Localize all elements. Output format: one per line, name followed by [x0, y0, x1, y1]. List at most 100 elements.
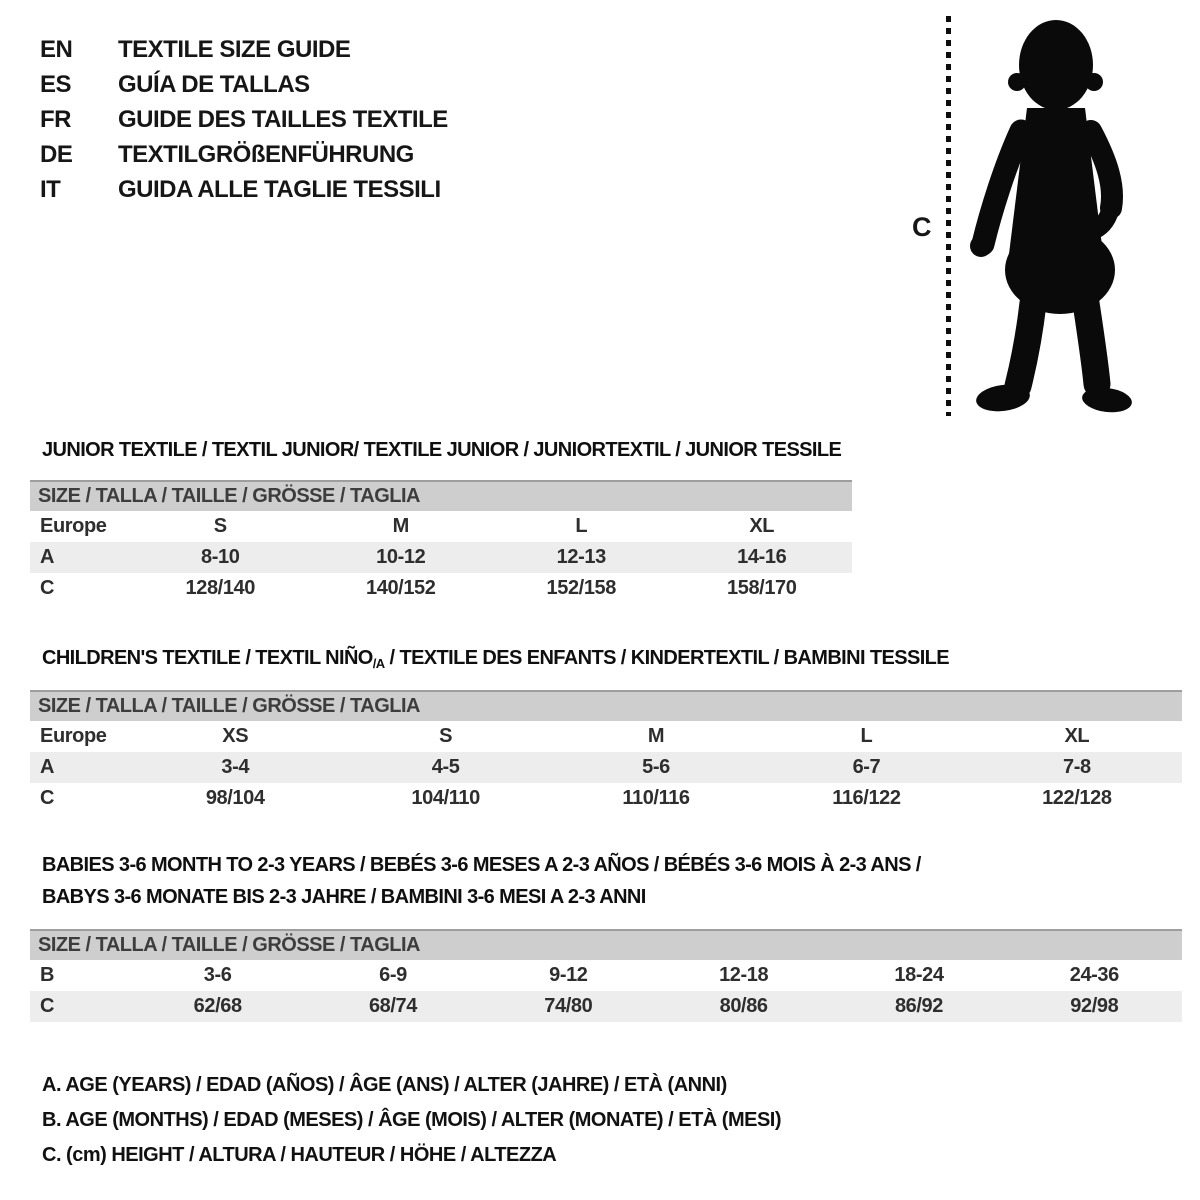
size-cell: 12-18 — [719, 964, 769, 986]
size-cell: 10-12 — [376, 546, 426, 568]
table-row-c: C 98/104 104/110 110/116 116/122 122/128 — [30, 783, 1182, 814]
language-title: TEXTILGRÖßENFÜHRUNG — [118, 140, 414, 168]
babies-section-title: BABIES 3-6 MONTH TO 2-3 YEARS / BEBÉS 3-… — [42, 849, 921, 913]
size-cell: 3-4 — [221, 756, 250, 778]
size-cell: 92/98 — [1070, 995, 1119, 1017]
size-cell: S — [439, 725, 453, 747]
language-code: DE — [40, 140, 73, 168]
section-title-line: CHILDREN'S TEXTILE / TEXTIL NIÑO/A / TEX… — [42, 642, 950, 680]
language-code: ES — [40, 70, 72, 98]
size-cell: 14-16 — [737, 546, 787, 568]
size-cell: 68/74 — [368, 995, 418, 1017]
size-cell: M — [647, 725, 665, 747]
language-title: TEXTILE SIZE GUIDE — [118, 35, 351, 63]
table-row-a: A 3-4 4-5 5-6 6-7 7-8 — [30, 752, 1182, 783]
language-title: GUÍA DE TALLAS — [118, 70, 310, 98]
size-cell: 5-6 — [642, 756, 670, 778]
language-title-list: EN TEXTILE SIZE GUIDE ES GUÍA DE TALLAS … — [40, 32, 448, 207]
row-label: C — [40, 577, 55, 599]
babies-size-table: SIZE / TALLA / TAILLE / GRÖSSE / TAGLIA B… — [30, 929, 1182, 1022]
size-cell: 3-6 — [203, 964, 232, 986]
row-label: C — [40, 995, 55, 1017]
size-cell: 140/152 — [366, 577, 436, 599]
language-code: EN — [40, 35, 73, 63]
section-title-line: BABYS 3-6 MONATE BIS 2-3 JAHRE / BAMBINI… — [42, 881, 921, 913]
size-cell: 8-10 — [201, 546, 240, 568]
legend-line-b: B. AGE (MONTHS) / EDAD (MESES) / ÂGE (MO… — [42, 1109, 782, 1131]
language-row: FR GUIDE DES TAILLES TEXTILE — [40, 102, 448, 137]
language-row: EN TEXTILE SIZE GUIDE — [40, 32, 448, 67]
size-cell: L — [860, 725, 873, 747]
junior-section-title: JUNIOR TEXTILE / TEXTIL JUNIOR/ TEXTILE … — [42, 434, 842, 466]
title-text: CHILDREN'S TEXTILE / TEXTIL NIÑO — [42, 647, 373, 669]
children-section-title: CHILDREN'S TEXTILE / TEXTIL NIÑO/A / TEX… — [42, 642, 950, 680]
size-header-bar: SIZE / TALLA / TAILLE / GRÖSSE / TAGLIA — [30, 690, 1182, 721]
language-title: GUIDE DES TAILLES TEXTILE — [118, 105, 448, 133]
row-label: B — [40, 964, 55, 986]
language-code: FR — [40, 105, 72, 133]
row-label: C — [40, 787, 55, 809]
size-cell: 122/128 — [1042, 787, 1112, 809]
language-row: DE TEXTILGRÖßENFÜHRUNG — [40, 137, 448, 172]
size-cell: 12-13 — [556, 546, 607, 568]
row-label: A — [40, 546, 55, 568]
size-header-label: SIZE / TALLA / TAILLE / GRÖSSE / TAGLIA — [38, 695, 420, 717]
title-text: / TEXTILE DES ENFANTS / KINDERTEXTIL / B… — [384, 647, 950, 669]
size-header-label: SIZE / TALLA / TAILLE / GRÖSSE / TAGLIA — [38, 485, 420, 507]
size-cell: 9-12 — [549, 964, 588, 986]
size-cell: 158/170 — [727, 577, 797, 599]
size-cell: 98/104 — [205, 787, 265, 809]
junior-size-table: SIZE / TALLA / TAILLE / GRÖSSE / TAGLIA E… — [30, 480, 852, 604]
title-text: BABIES 3-6 MONTH TO 2-3 YEARS / BEBÉS 3-… — [42, 854, 921, 876]
row-label: A — [40, 756, 55, 778]
size-cell: 6-7 — [852, 756, 881, 778]
size-cell: 104/110 — [411, 787, 480, 809]
language-row: IT GUIDA ALLE TAGLIE TESSILI — [40, 172, 448, 207]
size-cell: 74/80 — [544, 995, 593, 1017]
size-cell: 24-36 — [1069, 964, 1120, 986]
size-cell: L — [575, 515, 588, 537]
table-row-c: C 128/140 140/152 152/158 158/170 — [30, 573, 852, 604]
size-cell: 62/68 — [193, 995, 242, 1017]
size-cell: XL — [1064, 725, 1090, 747]
table-row-a: A 8-10 10-12 12-13 14-16 — [30, 542, 852, 573]
section-title-line: BABIES 3-6 MONTH TO 2-3 YEARS / BEBÉS 3-… — [42, 849, 921, 881]
size-cell: M — [392, 515, 410, 537]
size-cell: 4-5 — [431, 756, 460, 778]
language-row: ES GUÍA DE TALLAS — [40, 67, 448, 102]
height-measure-label: C — [912, 212, 932, 242]
size-cell: 18-24 — [894, 964, 944, 986]
language-title: GUIDA ALLE TAGLIE TESSILI — [118, 175, 441, 203]
size-cell: S — [213, 515, 227, 537]
size-cell: 6-9 — [379, 964, 407, 986]
size-cell: 80/86 — [719, 995, 768, 1017]
size-header-label: SIZE / TALLA / TAILLE / GRÖSSE / TAGLIA — [38, 934, 420, 956]
size-cell: XS — [222, 725, 249, 747]
toddler-silhouette-icon — [970, 20, 1132, 413]
size-cell: 116/122 — [832, 787, 901, 809]
table-row-c: C 62/68 68/74 74/80 80/86 86/92 92/98 — [30, 991, 1182, 1022]
size-cell: 128/140 — [185, 577, 256, 599]
legend-line-c: C. (cm) HEIGHT / ALTURA / HAUTEUR / HÖHE… — [42, 1144, 557, 1166]
title-text: BABYS 3-6 MONATE BIS 2-3 JAHRE / BAMBINI… — [42, 886, 646, 908]
section-title-line: JUNIOR TEXTILE / TEXTIL JUNIOR/ TEXTILE … — [42, 434, 842, 466]
size-cell: 7-8 — [1062, 756, 1091, 778]
size-header-bar: SIZE / TALLA / TAILLE / GRÖSSE / TAGLIA — [30, 480, 852, 511]
size-cell: 86/92 — [894, 995, 943, 1017]
size-cell: 110/116 — [622, 787, 690, 809]
size-header-bar: SIZE / TALLA / TAILLE / GRÖSSE / TAGLIA — [30, 929, 1182, 960]
size-cell: 152/158 — [546, 577, 617, 599]
title-text: /A — [372, 656, 385, 671]
table-row-europe: Europe XS S M L XL — [30, 721, 1182, 752]
measure-legend: A. AGE (YEARS) / EDAD (AÑOS) / ÂGE (ANS)… — [42, 1068, 782, 1173]
height-measure-line — [946, 16, 951, 416]
title-text: JUNIOR TEXTILE / TEXTIL JUNIOR/ TEXTILE … — [42, 439, 842, 461]
legend-line-a: A. AGE (YEARS) / EDAD (AÑOS) / ÂGE (ANS)… — [42, 1074, 727, 1096]
row-label: Europe — [40, 515, 107, 537]
size-cell: XL — [749, 515, 775, 537]
table-row-europe: Europe S M L XL — [30, 511, 852, 542]
row-label: Europe — [40, 725, 107, 747]
table-row-b: B 3-6 6-9 9-12 12-18 18-24 24-36 — [30, 960, 1182, 991]
children-size-table: SIZE / TALLA / TAILLE / GRÖSSE / TAGLIA E… — [30, 690, 1182, 814]
